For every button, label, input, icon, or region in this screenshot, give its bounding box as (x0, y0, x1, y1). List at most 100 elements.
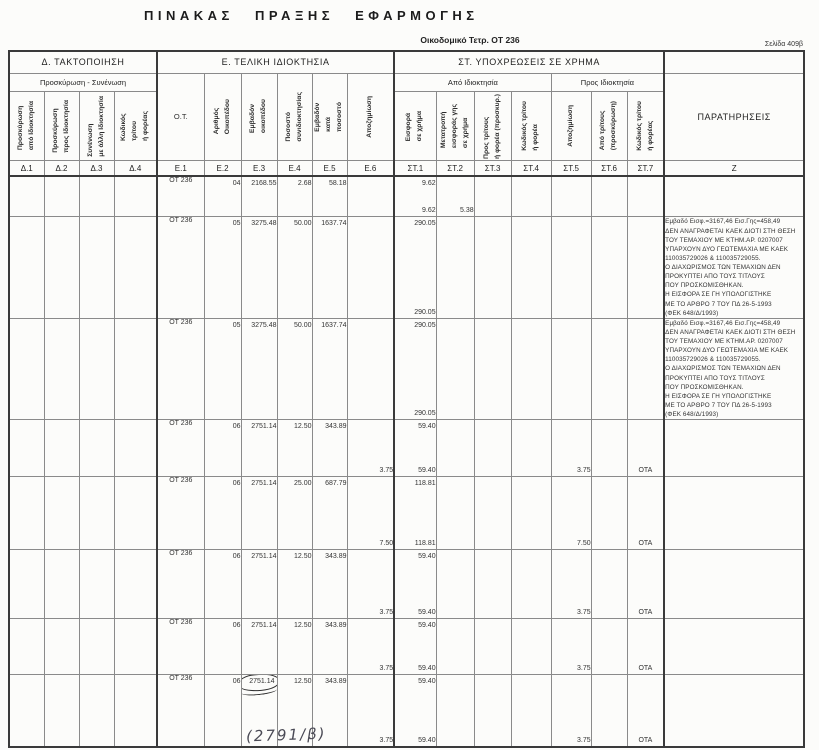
col-code-st1: ΣΤ.1 (393, 160, 437, 177)
cell-st3-bottom (473, 404, 512, 421)
cell-st6-top (590, 419, 628, 463)
cell-st2-top (435, 175, 475, 203)
cell-e1b (156, 535, 205, 551)
col-header-e4: Ποσοστό συνιδιοκτησίας (276, 72, 313, 162)
cell-ot: ΟΤ 236 (156, 419, 205, 463)
subsection-to-property: Προς Ιδιοκτησία (550, 72, 665, 92)
table-row-top: ΟΤ 236 05 3275.48 50.00 1637.74 290.05 Ε… (8, 216, 805, 319)
cell-d1 (8, 317, 45, 405)
cell-e3b (240, 202, 278, 218)
cell-st7-top (626, 549, 665, 605)
cell-plot-area: 3275.48 (240, 317, 278, 405)
cell-d2b (43, 404, 80, 421)
cell-d3 (78, 674, 115, 733)
cell-st6-bottom (590, 404, 628, 421)
cell-d2 (43, 419, 80, 463)
cell-e5b (311, 462, 348, 478)
col-header-e5-label: Εμβαδόν κατά ποσοστό (314, 101, 343, 132)
cell-st3-bottom (473, 462, 512, 478)
cell-st6-top (590, 549, 628, 605)
cell-st2-top (435, 549, 475, 605)
table-row-bottom: 9.62 5.38 (8, 202, 804, 218)
cell-st1-top: 59.40 (393, 674, 437, 733)
cell-d3 (78, 216, 115, 304)
cell-d4 (113, 674, 158, 733)
col-header-st5-label: Αποζημίωση (566, 105, 574, 147)
cell-st7-bottom (626, 404, 665, 421)
cell-st5-top (550, 419, 592, 463)
cell-e2b (203, 660, 242, 676)
cell-plot-area: 2751.14 (240, 476, 278, 536)
cell-e6-top (346, 419, 395, 463)
cell-d3 (78, 476, 115, 536)
cell-st3-bottom (473, 604, 512, 620)
cell-d1 (8, 419, 45, 463)
cell-st5-top (550, 175, 592, 203)
cell-st5-bottom: 3.75 (550, 462, 592, 478)
implementation-act-table: Δ. ΤΑΚΤΟΠΟΙΗΣΗ Ε. ΤΕΛΙΚΗ ΙΔΙΟΚΤΗΣΙΑ ΣΤ. … (8, 50, 806, 748)
cell-d4 (113, 317, 158, 405)
col-header-e4-label: Ποσοστό συνιδιοκτησίας (284, 91, 303, 142)
col-code-e6: Ε.6 (346, 160, 395, 177)
cell-e6-bottom (346, 303, 395, 319)
cell-e3b (240, 303, 278, 319)
cell-st6-bottom (590, 660, 628, 676)
col-code-e2: Ε.2 (203, 160, 242, 177)
cell-e6-top (346, 549, 395, 605)
table-row-top: ΟΤ 236 06 2751.14 12.50 343.89 59.40 (8, 618, 805, 675)
cell-d2b (43, 462, 80, 478)
cell-e6-bottom: 3.75 (346, 660, 395, 676)
cell-ot: ΟΤ 236 (156, 674, 205, 733)
cell-ot: ΟΤ 236 (156, 216, 205, 304)
cell-st6-top (590, 476, 628, 536)
col-header-st6: Από τρίτους (προσκύρωση) (590, 90, 628, 162)
cell-st1-bottom: 59.40 (393, 732, 437, 748)
col-code-st5: ΣΤ.5 (550, 160, 592, 177)
cell-d4b (113, 303, 158, 319)
page-number: Σελίδα 409β (764, 41, 803, 48)
cell-st4-bottom (510, 462, 552, 478)
col-header-e2-label: Αριθμός Οικοπέδου (212, 98, 231, 135)
cell-st5-top (550, 549, 592, 605)
col-header-d1: Προσκύρωση από Ιδιοκτησία (8, 90, 45, 162)
cell-e6-bottom (346, 404, 395, 421)
cell-d1 (8, 476, 45, 536)
table-row-bottom: 290.05 (8, 303, 804, 319)
col-code-e3: Ε.3 (240, 160, 278, 177)
cell-st2-bottom (435, 660, 475, 676)
cell-e5b (311, 535, 348, 551)
cell-e1b (156, 732, 205, 748)
cell-st1-bottom: 59.40 (393, 604, 437, 620)
cell-st6-bottom (590, 535, 628, 551)
cell-e2b (203, 303, 242, 319)
cell-area-by-pct: 58.18 (311, 175, 348, 203)
cell-e6-bottom: 3.75 (346, 732, 395, 748)
cell-st7-top (626, 317, 665, 405)
cell-st5-top (550, 216, 592, 304)
col-header-e3: Εμβαδόν οικοπέδου (240, 72, 278, 162)
cell-st3-top (473, 216, 512, 304)
cell-plot-number: 06 (203, 419, 242, 463)
cell-st5-top (550, 317, 592, 405)
cell-e5b (311, 303, 348, 319)
cell-e1b (156, 202, 205, 218)
cell-st5-top (550, 618, 592, 661)
cell-st7-top (626, 618, 665, 661)
cell-st4-top (510, 618, 552, 661)
cell-ownership-pct: 12.50 (276, 618, 313, 661)
cell-st4-top (510, 216, 552, 304)
cell-d4b (113, 535, 158, 551)
cell-remarks (663, 674, 805, 747)
cell-st4-bottom (510, 404, 552, 421)
building-block-label: Οικοδομικό Τετρ. ΟΤ 236 (420, 35, 520, 45)
cell-ownership-pct: 50.00 (276, 317, 313, 405)
cell-e1b (156, 404, 205, 421)
cell-d1b (8, 660, 45, 676)
cell-st1-bottom: 59.40 (393, 660, 437, 676)
cell-d3b (78, 404, 115, 421)
cell-d2 (43, 674, 80, 733)
col-header-e5: Εμβαδόν κατά ποσοστό (311, 72, 348, 162)
cell-d1b (8, 202, 45, 218)
col-header-d4: Κωδικός τρίτου ή φορέας (113, 90, 158, 162)
table-row-bottom: 290.05 (8, 404, 804, 421)
